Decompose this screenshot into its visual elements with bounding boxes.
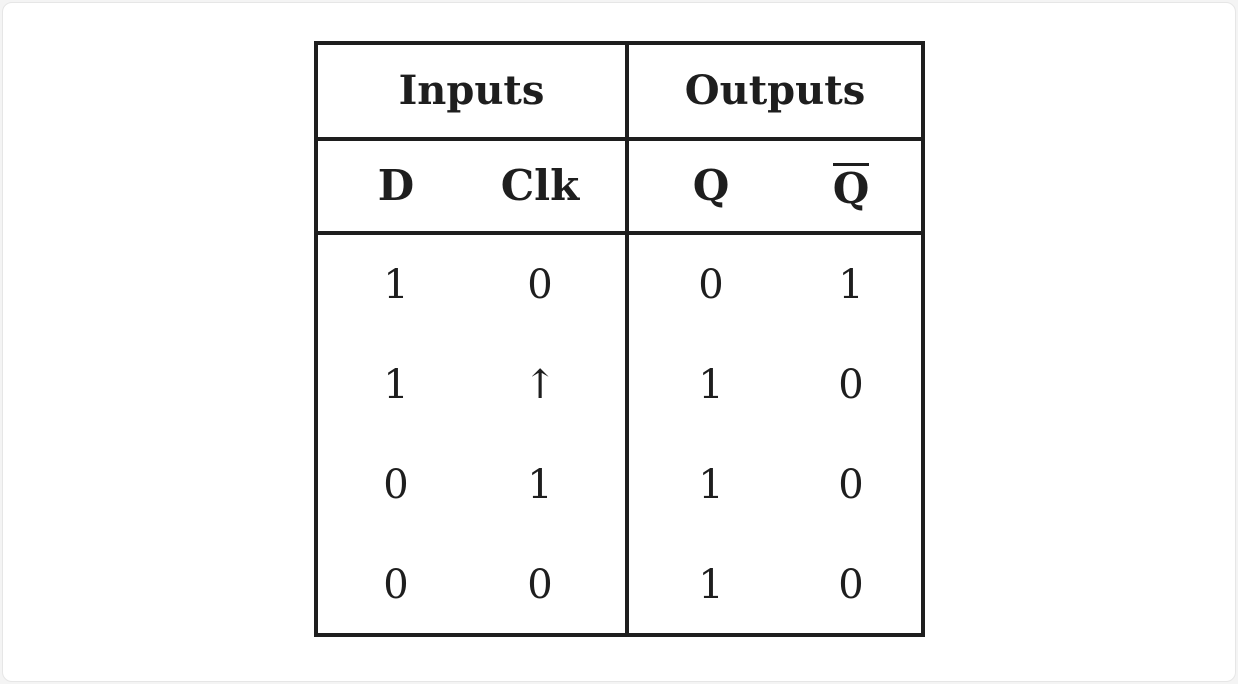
outputs-group-header: Outputs [684,67,866,114]
table-cell-d: 0 [383,562,409,608]
table-cell-d: 0 [383,462,409,508]
column-header-q-bar: Q [791,141,911,231]
table-cell-q: 0 [698,262,724,308]
q-bar-label: Q [832,162,870,213]
column-header-q: Q [692,161,730,210]
table-cell-q: 1 [698,462,724,508]
table-cell-clk: 0 [527,262,553,308]
table-cell-q-bar: 0 [838,562,864,608]
table-cell-d: 1 [383,262,409,308]
table-cell-clk: ↑ [523,362,557,408]
header-divider [318,231,921,235]
table-cell-clk: 1 [527,462,553,508]
inputs-group-header: Inputs [398,67,545,114]
column-header-clk: Clk [500,161,580,210]
table-cell-clk: 0 [527,562,553,608]
truth-table: Inputs Outputs D Clk Q Q 1 0 0 1 1 ↑ 1 0… [314,41,925,637]
table-cell-d: 1 [383,362,409,408]
table-cell-q-bar: 0 [838,462,864,508]
table-cell-q-bar: 0 [838,362,864,408]
table-cell-q-bar: 1 [838,262,864,308]
column-header-d: D [377,161,415,210]
column-divider [625,45,629,633]
table-cell-q: 1 [698,562,724,608]
header-divider [318,137,921,141]
table-cell-q: 1 [698,362,724,408]
